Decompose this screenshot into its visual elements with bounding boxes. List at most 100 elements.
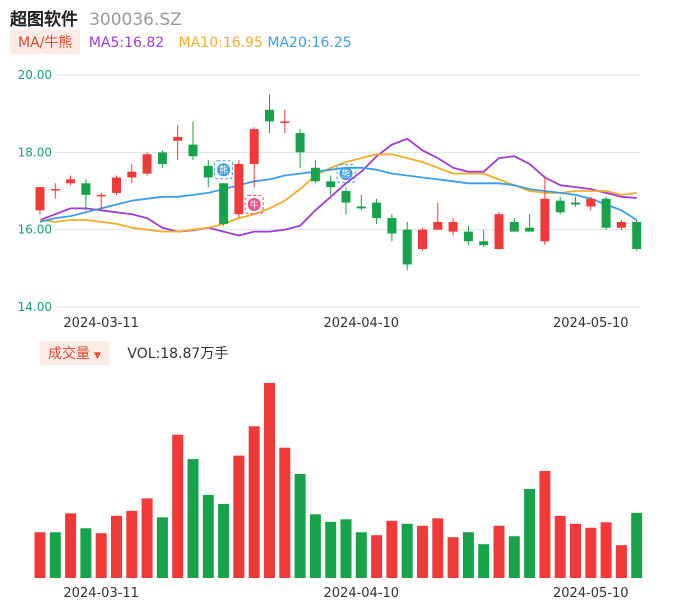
candle-body [295,133,305,153]
candle-body [586,198,596,207]
candle [387,214,397,242]
volume-bar [233,455,245,578]
price-date-labels: 2024-03-11 2024-04-10 2024-05-10 [63,316,628,331]
bear-marker: 熊 [214,160,234,180]
stock-name: 超图软件 [10,10,78,30]
volume-bar [340,519,352,578]
candle [463,225,473,246]
volume-value: VOL:18.87万手 [127,346,229,362]
volume-bar [309,514,321,578]
volume-bar [554,515,566,578]
volume-bar [141,498,153,578]
candle [35,187,45,215]
candle-body [249,129,259,164]
candle-body [571,202,580,205]
ma5-value: MA5:16.82 [88,35,165,51]
ma-indicator-button[interactable]: MA/牛熊 [10,30,81,54]
candle-body [356,206,366,209]
ma10-value: MA10:16.95 [178,35,263,51]
bear-marker-badge [339,167,353,181]
volume-bar [600,522,612,578]
volume-bar [172,434,184,578]
candle [402,221,412,271]
volume-bar [80,528,92,578]
candle-body [81,183,91,195]
bull-marker-frame [244,195,264,215]
volume-bar [279,447,291,578]
volume-bar [570,523,581,578]
candle-body [387,218,397,234]
candle-body [463,231,473,242]
bear-marker: 熊 [336,164,356,184]
candle-body [433,221,443,230]
candle-body [448,221,458,232]
candlestick-series [35,94,642,271]
candle [81,179,91,211]
ma20-line [39,166,638,223]
candle [249,127,259,188]
ma-legend: MA/牛熊 MA5:16.82 MA10:16.95 MA20:16.25 [10,30,352,54]
candle-body [494,214,504,249]
bull-marker-label: 牛 [250,199,259,211]
volume-bars [34,383,643,578]
candle [310,160,320,184]
volume-indicator-label: 成交量 [48,346,90,362]
x-tick-label: 2024-03-11 [63,586,139,601]
candle [494,212,504,249]
candle [479,229,489,248]
y-tick-label: 20.00 [18,68,52,82]
volume-bar [218,503,230,578]
stock-code: 300036.SZ [89,10,182,30]
moving-average-lines [39,137,638,237]
candle [372,198,382,224]
candle-body [601,198,611,228]
caret-down-icon: ▼ [94,351,101,361]
volume-bar [539,471,551,578]
volume-bar [401,523,413,578]
price-axis-labels: 20.00 18.00 16.00 14.00 [18,68,52,314]
bear-marker-frame [336,164,356,184]
volume-bar [493,525,505,578]
volume-bar [325,521,337,578]
candle [219,183,229,226]
candle [433,202,443,230]
x-tick-label: 2024-03-11 [63,316,139,331]
candle [142,152,152,176]
volume-bar [462,532,474,578]
candle [341,187,351,215]
candle-body [326,181,336,188]
candle-body [265,109,274,122]
candle-body [280,121,290,123]
volume-bar [615,545,627,578]
candle [96,192,106,211]
candle [295,129,305,168]
candle-body [142,154,152,174]
candle [127,163,137,184]
candle-body [50,189,60,191]
candle [632,220,642,251]
volume-indicator-button[interactable]: 成交量 ▼ [40,341,109,365]
candle [525,214,535,232]
candle-body [157,152,167,164]
volume-bar [34,532,46,578]
volume-bar [202,494,214,578]
candle [356,194,366,211]
candle [326,175,336,195]
bear-marker-label: 熊 [341,168,350,180]
bull-marker: 牛 [244,195,264,215]
candle-body [66,179,76,184]
stock-header: 超图软件 300036.SZ [10,5,182,30]
candle-body [555,200,565,213]
candle-body [112,177,121,193]
candle [616,220,626,230]
volume-date-labels: 2024-03-11 2024-04-10 2024-05-10 [63,586,628,601]
candle [265,94,274,133]
candle [173,125,183,161]
volume-bar [432,518,444,578]
candle-body [509,221,519,232]
bull-marker-badge [247,198,261,212]
volume-bar [264,383,275,578]
candle-body [418,229,427,249]
volume-bar [585,527,597,578]
candle [601,196,611,230]
